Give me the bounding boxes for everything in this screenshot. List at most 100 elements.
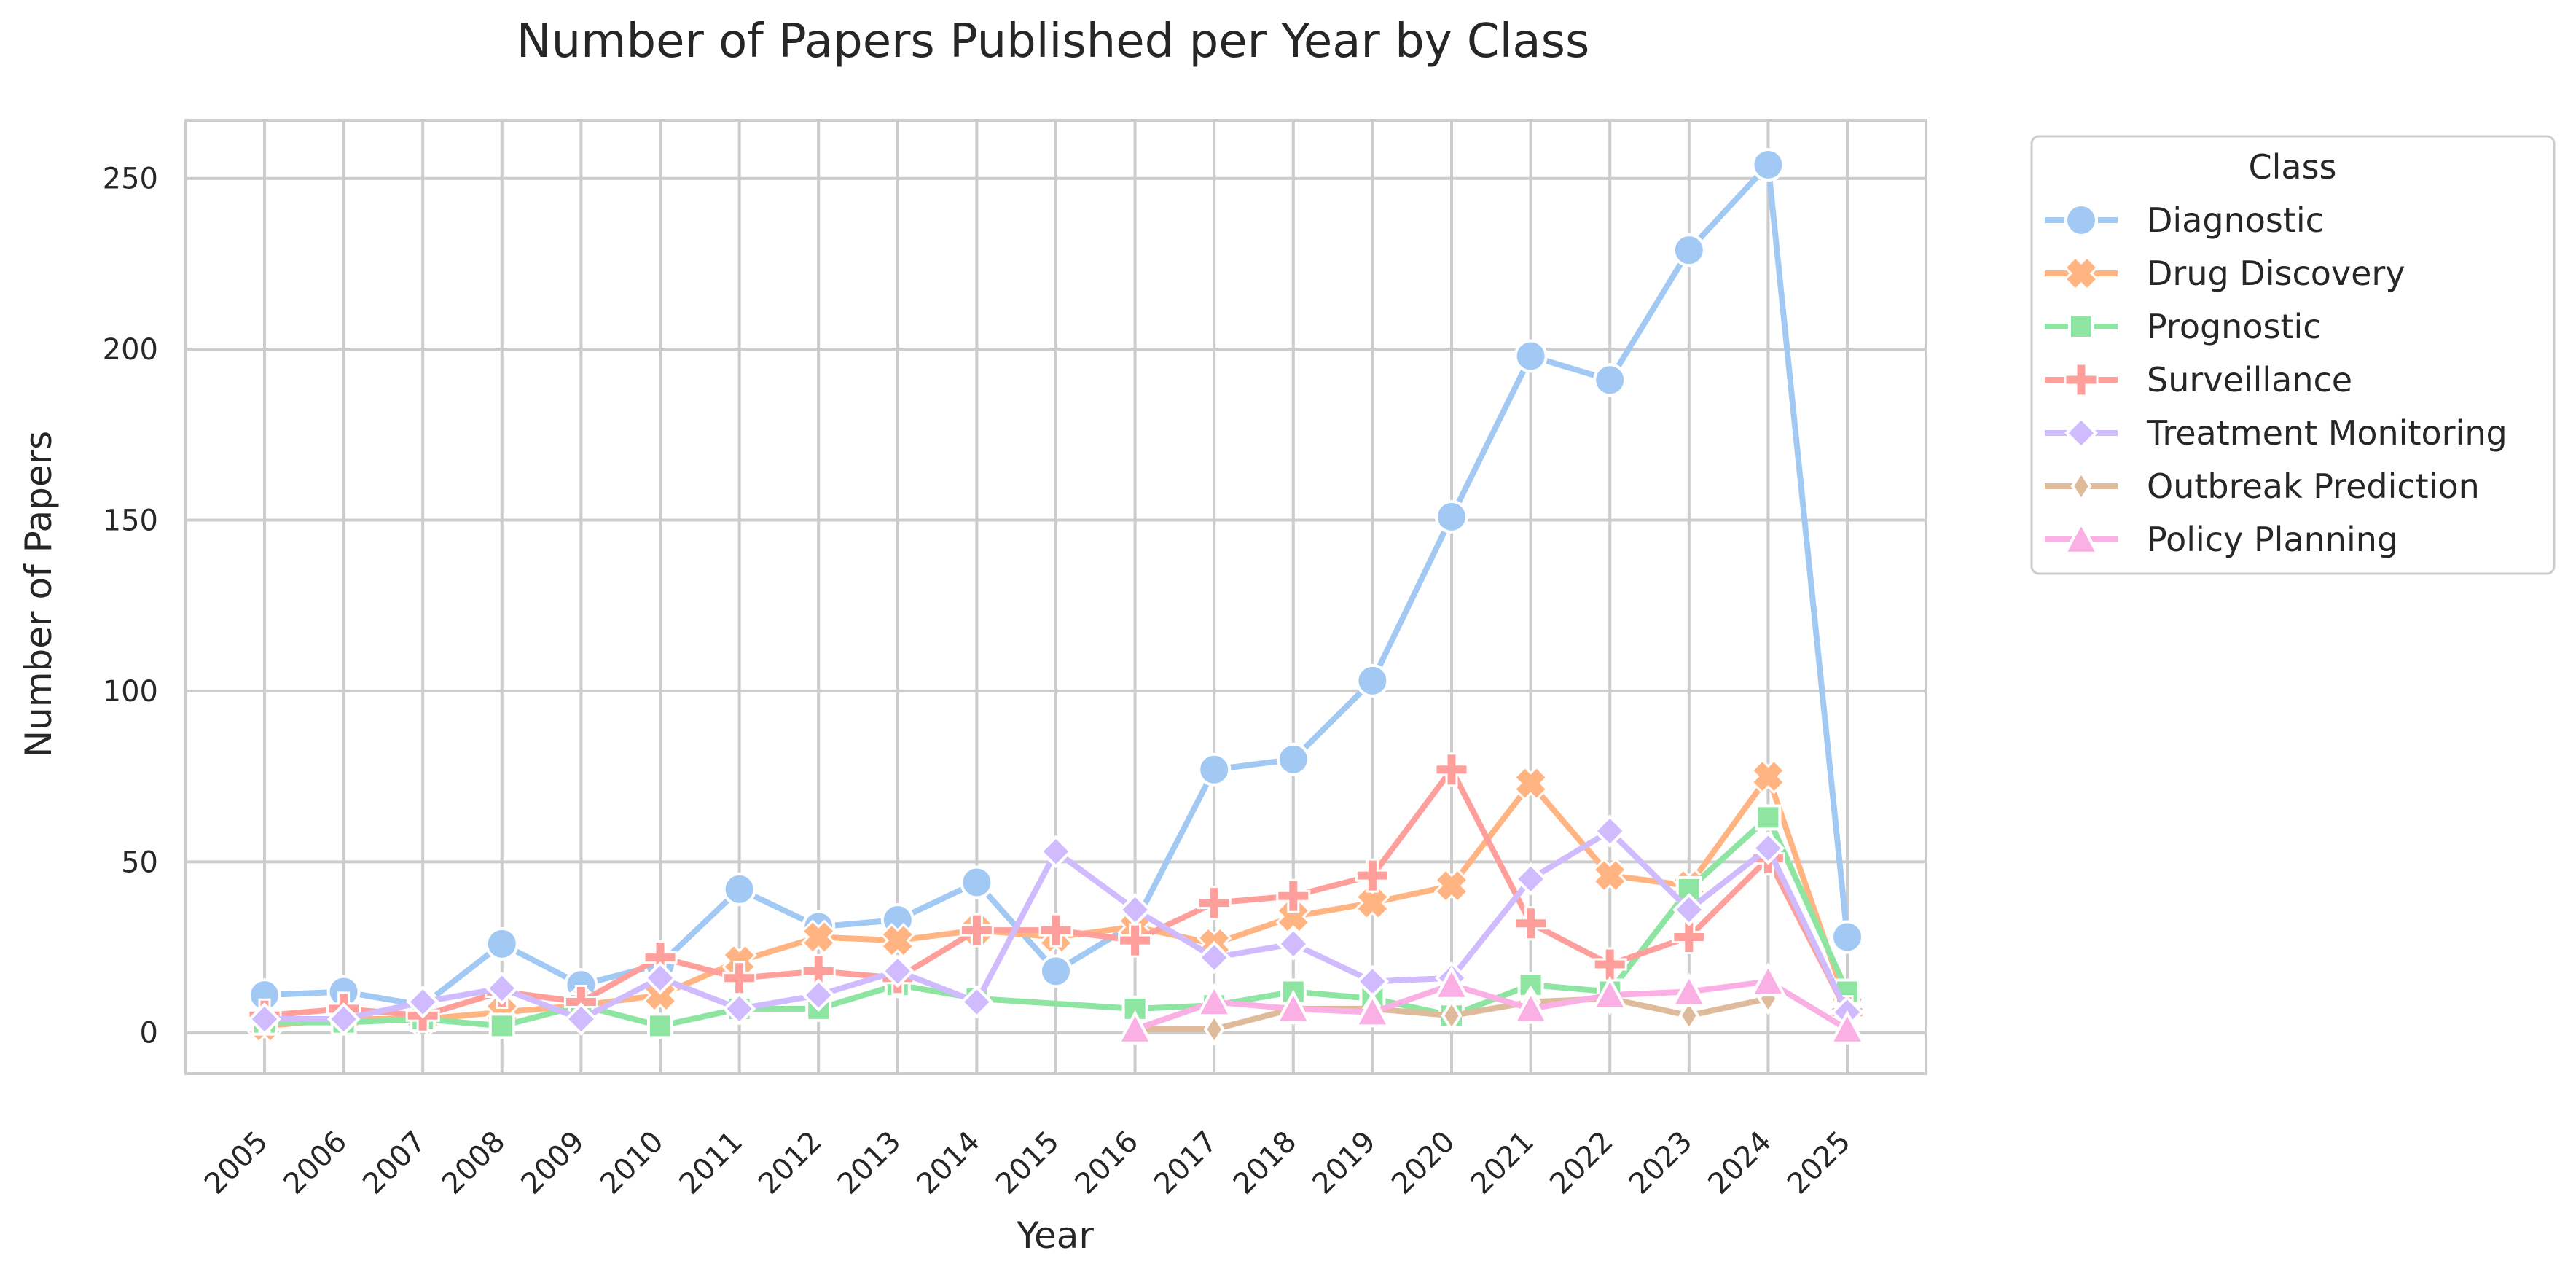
legend-label: Diagnostic (2147, 200, 2324, 240)
x-tick-label: 2006 (278, 1125, 354, 1201)
data-point (1750, 962, 1787, 997)
data-point (722, 992, 756, 1026)
data-point (1672, 919, 1707, 954)
data-point (1672, 893, 1706, 926)
x-tick-label: 2007 (356, 1125, 433, 1201)
data-point (1433, 965, 1471, 1000)
data-point (1118, 893, 1152, 926)
legend-title: Class (2248, 147, 2336, 187)
legend-item: Treatment Monitoring (2045, 413, 2508, 453)
data-point (1755, 804, 1782, 831)
y-tick-label: 100 (103, 675, 158, 709)
data-point (564, 1002, 598, 1036)
legend-label: Treatment Monitoring (2146, 413, 2508, 453)
x-tick-label: 2025 (1781, 1125, 1857, 1201)
data-point (960, 985, 994, 1019)
data-point (1039, 835, 1073, 869)
x-tick-label: 2020 (1385, 1125, 1462, 1201)
data-point (1514, 339, 1548, 373)
data-point (1670, 972, 1708, 1007)
data-point (248, 1002, 281, 1036)
legend-item: Surveillance (2045, 360, 2352, 399)
data-point (1434, 752, 1469, 787)
legend-label: Policy Planning (2147, 520, 2398, 559)
data-point (1038, 913, 1073, 948)
y-tick-label: 250 (103, 163, 158, 196)
data-point (1514, 906, 1549, 941)
data-point (406, 985, 440, 1019)
data-point (1593, 363, 1627, 397)
data-point (326, 1002, 361, 1036)
chart-title: Number of Papers Published per Year by C… (517, 15, 1590, 69)
x-tick-label: 2005 (198, 1125, 275, 1201)
legend-items: Diagnostic Drug Discovery Prognostic Survei… (2045, 200, 2508, 559)
legend-item: Drug Discovery (2045, 254, 2405, 293)
y-tick-label: 200 (103, 333, 158, 367)
legend-marker (2064, 416, 2098, 450)
data-point (1435, 499, 1468, 534)
y-tick-label: 150 (103, 504, 158, 538)
data-point (802, 978, 836, 1012)
x-tick-label: 2019 (1306, 1125, 1382, 1201)
data-point (1591, 975, 1629, 1010)
y-tick-labels: 0 50 100 150 200 250 (103, 163, 158, 1050)
x-tick-label: 2010 (594, 1125, 670, 1201)
legend-label: Drug Discovery (2147, 254, 2405, 293)
legend-item: Policy Planning (2045, 520, 2398, 559)
data-point (1828, 1010, 1866, 1045)
legend-box (2030, 135, 2556, 575)
data-point (1197, 886, 1232, 921)
data-point (1831, 920, 1864, 954)
data-point (488, 1012, 515, 1039)
legend-label: Prognostic (2147, 307, 2322, 346)
data-point (1672, 233, 1706, 268)
data-point (1197, 752, 1232, 787)
data-point (1203, 1012, 1225, 1046)
x-tick-label: 2022 (1543, 1125, 1620, 1201)
data-point (1276, 878, 1311, 913)
series-treatment-monitoring (248, 814, 1864, 1036)
data-point (1514, 862, 1548, 896)
x-tick-label: 2021 (1465, 1125, 1541, 1201)
data-point (1276, 742, 1310, 776)
x-tick-labels: 2005 2006 2007 2008 2009 2010 2011 2012 2013 2014… (198, 1125, 1857, 1201)
data-point (1275, 989, 1312, 1024)
data-point (960, 865, 994, 899)
legend-item: Outbreak Prediction (2045, 467, 2480, 506)
legend-marker (2064, 362, 2099, 397)
x-tick-label: 2011 (673, 1125, 750, 1201)
x-tick-label: 2008 (436, 1125, 512, 1201)
data-point (1118, 923, 1153, 958)
legend-label: Surveillance (2147, 360, 2352, 399)
data-point (1751, 831, 1785, 865)
series-policy-planning (1116, 962, 1866, 1045)
x-tick-label: 2023 (1623, 1125, 1699, 1201)
legend-label: Outbreak Prediction (2147, 467, 2480, 506)
data-point (1751, 147, 1785, 182)
data-point (643, 961, 677, 995)
data-point (1039, 954, 1073, 988)
data-point (1355, 858, 1390, 893)
y-tick-label: 0 (140, 1017, 158, 1050)
x-tick-label: 2014 (910, 1125, 987, 1201)
data-point (1512, 989, 1549, 1024)
legend-marker (2062, 520, 2100, 555)
data-point (1441, 999, 1463, 1033)
data-point (1276, 927, 1310, 961)
data-point (1197, 940, 1232, 975)
data-point (1195, 983, 1233, 1018)
legend-marker (2068, 313, 2094, 340)
data-point (1513, 765, 1549, 801)
x-tick-label: 2012 (752, 1125, 829, 1201)
data-point (880, 923, 915, 959)
x-tick-label: 2018 (1227, 1125, 1304, 1201)
data-point (1355, 663, 1390, 698)
x-tick-label: 2015 (990, 1125, 1066, 1201)
data-point (1678, 999, 1700, 1033)
legend-marker (2070, 469, 2092, 503)
x-tick-label: 2024 (1702, 1125, 1778, 1201)
data-point (1354, 993, 1391, 1028)
data-point (1433, 868, 1470, 904)
data-point (880, 954, 915, 988)
y-axis-title: Number of Papers (17, 431, 60, 758)
